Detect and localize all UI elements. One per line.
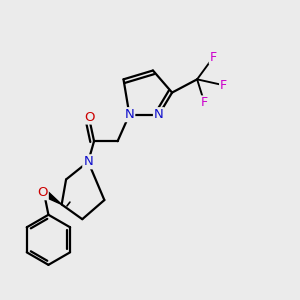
- Text: N: N: [154, 108, 164, 121]
- Text: O: O: [37, 186, 48, 199]
- Text: O: O: [84, 110, 95, 124]
- Text: N: N: [124, 108, 134, 121]
- Text: F: F: [210, 51, 217, 64]
- Text: F: F: [201, 96, 208, 110]
- Polygon shape: [42, 190, 62, 205]
- Text: N: N: [83, 155, 93, 168]
- Text: F: F: [220, 79, 227, 92]
